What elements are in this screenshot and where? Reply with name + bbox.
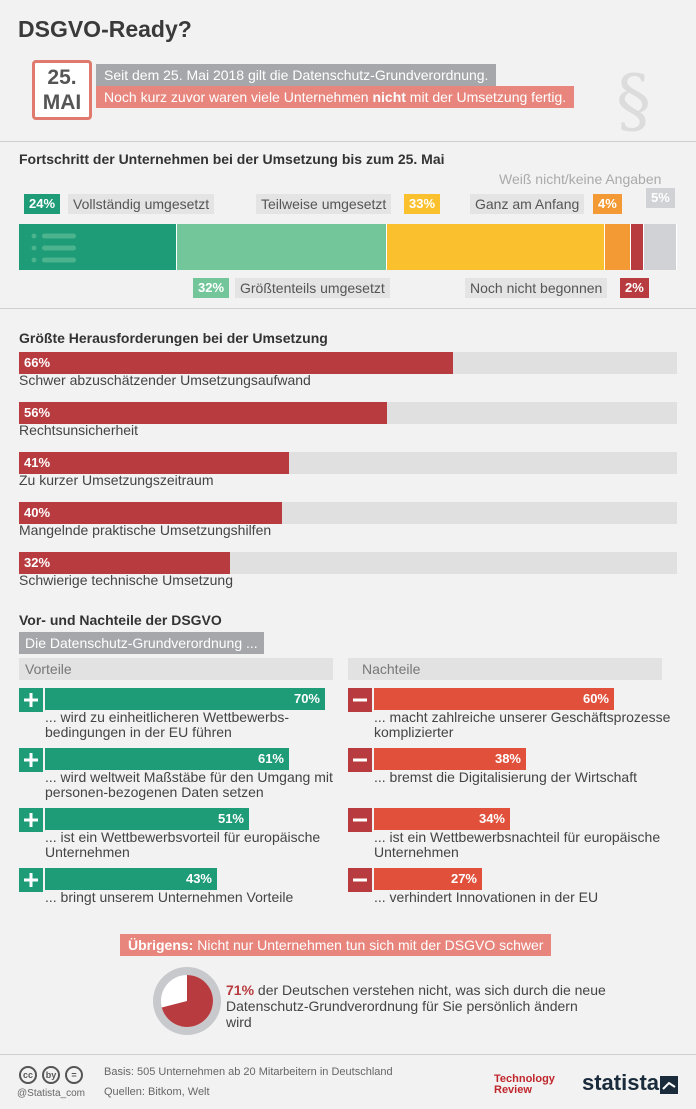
progress-label-2: Teilweise umgesetzt — [256, 194, 392, 214]
note-text: Nicht nur Unternehmen tun sich mit der D… — [193, 937, 544, 953]
progress-segment-2 — [387, 224, 605, 270]
progress-badge-2: 33% — [404, 194, 441, 214]
pie-desc: der Deutschen verstehen nicht, was sich … — [226, 982, 606, 1030]
minus-icon — [348, 688, 372, 712]
pie-chart — [153, 967, 221, 1035]
pie-text: 71% der Deutschen verstehen nicht, was s… — [226, 982, 606, 1030]
pie-slice — [161, 975, 213, 1027]
challenge-bar: 66% — [19, 352, 454, 374]
note-banner: Übrigens: Nicht nur Unternehmen tun sich… — [120, 934, 552, 956]
pie-pct: 71% — [226, 982, 255, 998]
con-label: ... bremst die Digitalisierung der Wirts… — [374, 769, 637, 785]
challenges-title: Größte Herausforderungen bei der Umsetzu… — [19, 330, 328, 346]
progress-badge-3: 4% — [593, 194, 622, 214]
statista-handle[interactable]: @Statista_com — [17, 1088, 85, 1099]
challenge-value: 32% — [24, 555, 51, 570]
pro-label: ... wird zu einheitlicheren Wettbewerbs-… — [45, 709, 290, 740]
paragraph-icon: § — [616, 60, 651, 142]
plus-icon — [19, 688, 43, 712]
progress-label-4: Noch nicht begonnen — [465, 278, 608, 298]
challenge-value: 41% — [24, 455, 51, 470]
pro-label: ... bringt unserem Unternehmen Vorteile — [45, 889, 294, 905]
plus-icon — [19, 808, 43, 832]
challenge-bar: 41% — [19, 452, 289, 474]
plus-icon — [19, 868, 43, 892]
challenge-label: Schwer abzuschätzender Umsetzungsaufwand — [19, 372, 311, 388]
progress-segment-4 — [630, 224, 645, 270]
challenge-bar: 56% — [19, 402, 388, 424]
pro-bar: 51% — [45, 808, 249, 830]
challenge-value: 40% — [24, 505, 51, 520]
challenge-label: Mangelnde praktische Umsetzungshilfen — [19, 522, 272, 538]
pro-bar: 43% — [45, 868, 217, 890]
progress-segment-1 — [176, 224, 388, 270]
progress-badge-5: 5% — [646, 188, 675, 208]
pro-bar: 70% — [45, 688, 325, 710]
plus-icon — [19, 748, 43, 772]
progress-label-0: Vollständig umgesetzt — [68, 194, 215, 214]
progress-segment-5 — [644, 224, 677, 270]
con-bar: 38% — [374, 748, 526, 770]
progress-label-3: Ganz am Anfang — [470, 194, 585, 214]
headline-2-post: mit der Umsetzung fertig. — [405, 89, 567, 105]
divider — [0, 141, 696, 142]
con-bar: 60% — [374, 688, 614, 710]
technology-review-logo[interactable]: Technology Review — [494, 1073, 555, 1096]
minus-icon — [348, 868, 372, 892]
headline-2: Noch kurz zuvor waren viele Unternehmen … — [96, 86, 575, 108]
divider — [0, 308, 696, 309]
pros-header: Vorteile — [19, 658, 333, 680]
con-label: ... macht zahlreiche unserer Geschäftspr… — [374, 709, 671, 740]
by-icon: by — [42, 1066, 60, 1084]
footer-sources: Quellen: Bitkom, Welt — [104, 1086, 210, 1098]
cc-icon: cc — [19, 1066, 37, 1084]
progress-label-1: Größtenteils umgesetzt — [235, 278, 390, 298]
proscons-title: Vor- und Nachteile der DSGVO — [19, 612, 222, 628]
cons-header: Nachteile — [348, 658, 662, 680]
note-bold: Übrigens: — [128, 937, 194, 953]
progress-segment-3 — [604, 224, 631, 270]
headline-2-bold: nicht — [372, 89, 406, 105]
challenge-label: Rechtsunsicherheit — [19, 422, 139, 438]
con-label: ... verhindert Innovationen in der EU — [374, 889, 599, 905]
challenge-value: 66% — [24, 355, 51, 370]
footer-basis: Basis: 505 Unternehmen ab 20 Mitarbeiter… — [104, 1066, 393, 1078]
proscons-subtitle: Die Datenschutz-Grundverordnung ... — [19, 632, 264, 654]
date-box: 25. MAI — [32, 60, 92, 120]
progress-badge-4: 2% — [620, 278, 649, 298]
page-title: DSGVO-Ready? — [18, 16, 192, 42]
list-icon — [31, 233, 76, 263]
con-bar: 27% — [374, 868, 482, 890]
divider — [0, 1054, 696, 1055]
progress-title: Fortschritt der Unternehmen bei der Umse… — [19, 151, 445, 167]
con-bar: 34% — [374, 808, 510, 830]
minus-icon — [348, 808, 372, 832]
progress-badge-0: 24% — [24, 194, 61, 214]
statista-logo[interactable]: statista — [582, 1070, 660, 1095]
headline-1: Seit dem 25. Mai 2018 gilt die Datenschu… — [96, 64, 497, 86]
challenge-label: Zu kurzer Umsetzungszeitraum — [19, 472, 214, 488]
pro-bar: 61% — [45, 748, 289, 770]
nd-icon: = — [65, 1066, 83, 1084]
headline-2-pre: Noch kurz zuvor waren viele Unternehmen — [104, 89, 373, 105]
pro-label: ... wird weltweit Maßstäbe für den Umgan… — [45, 769, 333, 800]
challenge-label: Schwierige technische Umsetzung — [19, 572, 233, 588]
progress-stacked-bar — [19, 224, 677, 270]
challenge-bar: 40% — [19, 502, 283, 524]
minus-icon — [348, 748, 372, 772]
challenge-value: 56% — [24, 405, 51, 420]
statista-logo-icon — [660, 1076, 678, 1094]
challenge-bar: 32% — [19, 552, 230, 574]
date-day: 25. — [47, 66, 77, 89]
con-label: ... ist ein Wettbewerbsnachteil für euro… — [374, 829, 661, 860]
date-month: MAI — [42, 91, 82, 114]
progress-label-5: Weiß nicht/keine Angaben — [494, 169, 667, 189]
pro-label: ... ist ein Wettbewerbsvorteil für europ… — [45, 829, 321, 860]
progress-badge-1: 32% — [193, 278, 230, 298]
